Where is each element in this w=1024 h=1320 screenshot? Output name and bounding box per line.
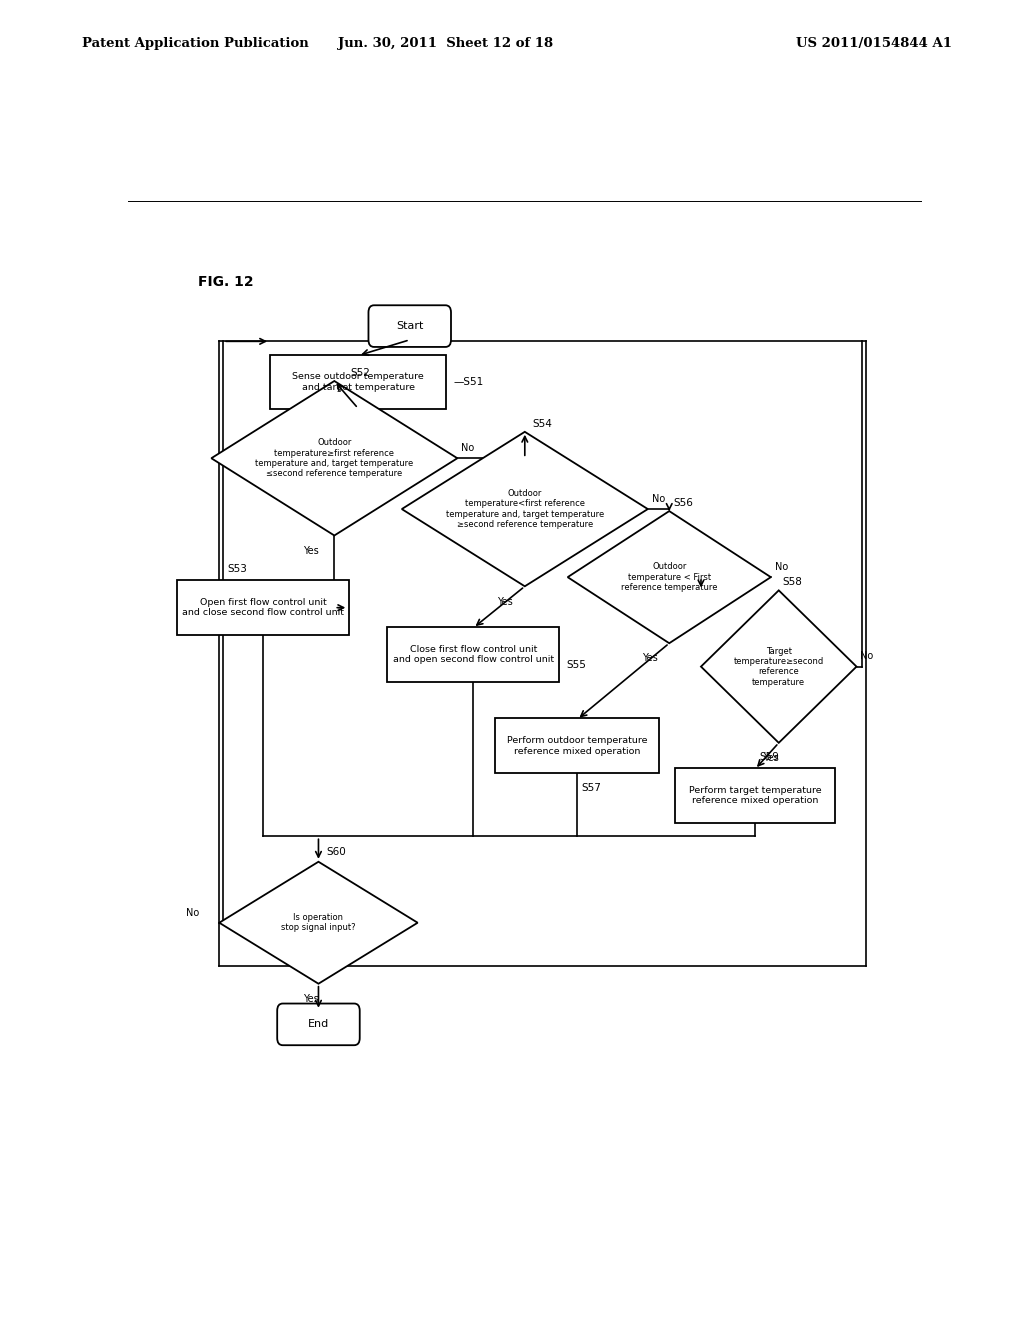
Text: No: No	[462, 444, 474, 453]
Text: Yes: Yes	[303, 545, 318, 556]
Text: No: No	[860, 652, 873, 661]
Text: Perform outdoor temperature
reference mixed operation: Perform outdoor temperature reference mi…	[507, 737, 647, 755]
Text: S60: S60	[327, 846, 346, 857]
Text: Yes: Yes	[497, 597, 513, 607]
Text: End: End	[308, 1019, 329, 1030]
Text: S54: S54	[532, 418, 553, 429]
Text: S58: S58	[782, 577, 803, 587]
Polygon shape	[219, 862, 418, 983]
Polygon shape	[401, 432, 648, 586]
Polygon shape	[211, 381, 458, 536]
Text: Target
temperature≥second
reference
temperature: Target temperature≥second reference temp…	[733, 647, 824, 686]
Text: S59: S59	[759, 752, 779, 762]
Text: Yes: Yes	[763, 754, 778, 763]
Text: Outdoor
temperature<first reference
temperature and, target temperature
≥second : Outdoor temperature<first reference temp…	[445, 488, 604, 529]
Text: Jun. 30, 2011  Sheet 12 of 18: Jun. 30, 2011 Sheet 12 of 18	[338, 37, 553, 50]
Polygon shape	[701, 590, 856, 743]
FancyBboxPatch shape	[675, 768, 836, 824]
Text: —S51: —S51	[454, 378, 483, 387]
Text: S53: S53	[227, 564, 247, 574]
Text: Close first flow control unit
and open second flow control unit: Close first flow control unit and open s…	[392, 644, 554, 664]
Text: S56: S56	[673, 498, 693, 508]
Text: S55: S55	[566, 660, 587, 669]
Text: No: No	[775, 562, 788, 572]
FancyBboxPatch shape	[177, 581, 349, 635]
Text: Patent Application Publication: Patent Application Publication	[82, 37, 308, 50]
Text: Outdoor
temperature < First
reference temperature: Outdoor temperature < First reference te…	[621, 562, 718, 593]
FancyBboxPatch shape	[369, 305, 451, 347]
Text: Open first flow control unit
and close second flow control unit: Open first flow control unit and close s…	[182, 598, 344, 618]
Text: Is operation
stop signal input?: Is operation stop signal input?	[282, 913, 355, 932]
Text: S52: S52	[350, 368, 370, 378]
FancyBboxPatch shape	[495, 718, 659, 774]
Text: Perform target temperature
reference mixed operation: Perform target temperature reference mix…	[688, 785, 821, 805]
Text: US 2011/0154844 A1: US 2011/0154844 A1	[797, 37, 952, 50]
Text: Yes: Yes	[641, 653, 657, 664]
Text: FIG. 12: FIG. 12	[198, 276, 254, 289]
FancyBboxPatch shape	[387, 627, 559, 682]
Text: Outdoor
temperature≥first reference
temperature and, target temperature
≤second : Outdoor temperature≥first reference temp…	[255, 438, 414, 478]
Text: S57: S57	[582, 783, 601, 792]
Text: Sense outdoor temperature
and target temperature: Sense outdoor temperature and target tem…	[292, 372, 424, 392]
FancyBboxPatch shape	[270, 355, 446, 409]
Text: Yes: Yes	[303, 994, 318, 1005]
Polygon shape	[567, 511, 771, 643]
Text: Start: Start	[396, 321, 423, 331]
Text: No: No	[186, 908, 200, 917]
FancyBboxPatch shape	[278, 1003, 359, 1045]
Text: No: No	[652, 494, 665, 504]
